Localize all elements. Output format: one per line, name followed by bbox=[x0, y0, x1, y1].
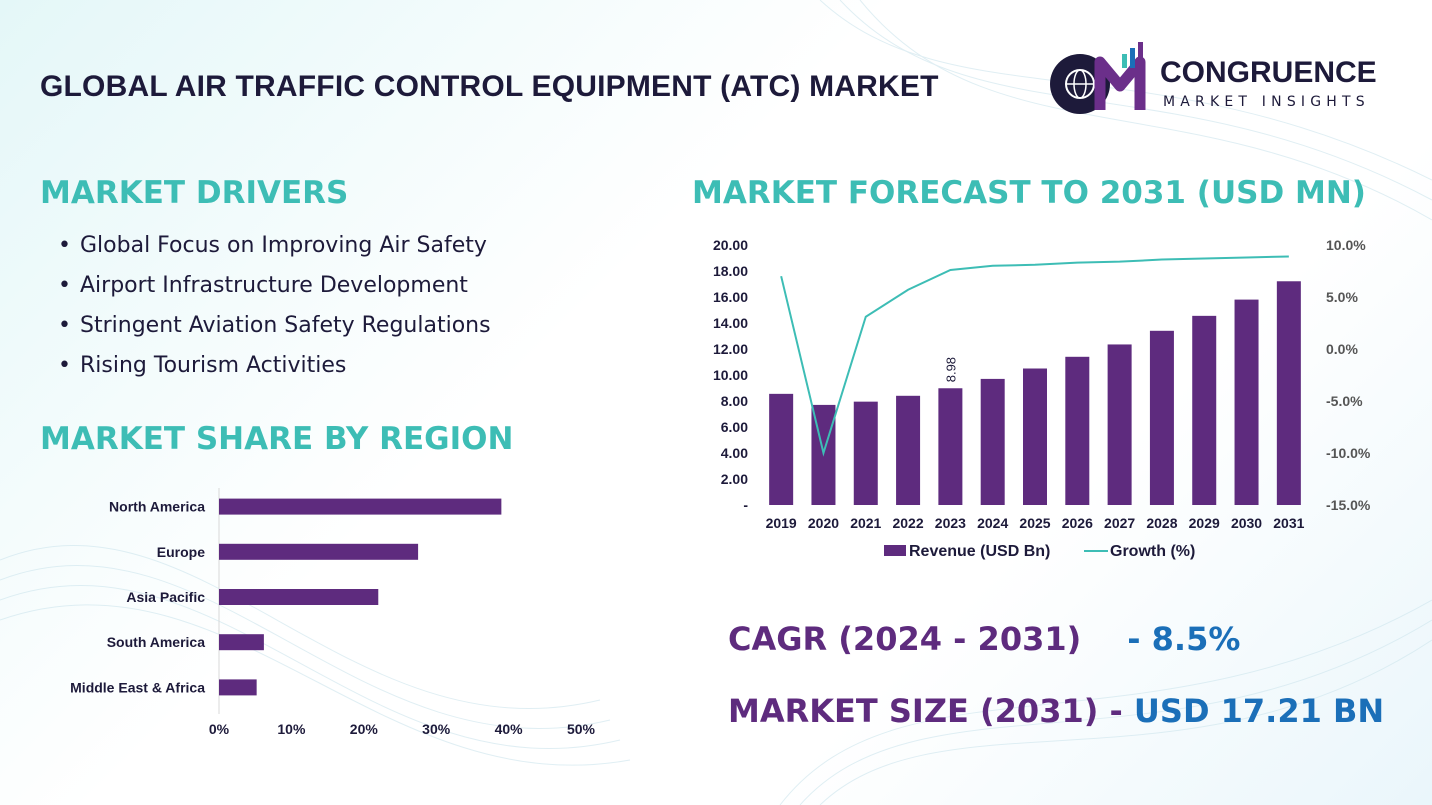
drivers-list: • Global Focus on Improving Air Safety • A… bbox=[58, 232, 491, 392]
region-label: Europe bbox=[157, 544, 205, 560]
region-label: Asia Pacific bbox=[126, 589, 205, 605]
y-right-tick-label: 5.0% bbox=[1326, 289, 1358, 305]
x-tick-label: 30% bbox=[422, 721, 451, 737]
y-right-tick-label: 0.0% bbox=[1326, 341, 1358, 357]
x-tick-label: 2029 bbox=[1189, 515, 1220, 531]
bar-data-label: 8.98 bbox=[943, 357, 958, 382]
size-label: MARKET SIZE (2031) bbox=[728, 692, 1099, 730]
driver-item: • Rising Tourism Activities bbox=[58, 353, 347, 378]
driver-item: • Global Focus on Improving Air Safety bbox=[58, 233, 487, 258]
revenue-bar bbox=[1234, 299, 1259, 505]
x-tick-label: 2027 bbox=[1104, 515, 1135, 531]
y-left-tick-label: 16.00 bbox=[713, 289, 748, 305]
drivers-heading: MARKET DRIVERS bbox=[40, 175, 349, 211]
y-left-tick-label: 14.00 bbox=[713, 315, 748, 331]
x-tick-label: 2024 bbox=[977, 515, 1008, 531]
y-right-tick-label: -5.0% bbox=[1326, 393, 1363, 409]
x-tick-label: 0% bbox=[209, 721, 230, 737]
cagr-line: CAGR (2024 - 2031) - 8.5% bbox=[728, 620, 1240, 658]
legend-revenue-label: Revenue (USD Bn) bbox=[909, 543, 1050, 560]
page-title: GLOBAL AIR TRAFFIC CONTROL EQUIPMENT (AT… bbox=[40, 70, 939, 103]
size-value: USD 17.21 BN bbox=[1133, 692, 1385, 730]
region-bar bbox=[219, 634, 264, 651]
revenue-bar bbox=[853, 401, 878, 505]
revenue-bar bbox=[1192, 315, 1217, 505]
forecast-chart: - 2.00 4.00 6.00 8.00 10.00 12.00 14.00 16.00 18.… bbox=[713, 237, 1371, 560]
y-left-tick-label: 20.00 bbox=[713, 237, 748, 253]
cagr-label: CAGR (2024 - 2031) bbox=[728, 620, 1082, 658]
x-tick-label: 2030 bbox=[1231, 515, 1262, 531]
revenue-bar bbox=[896, 395, 921, 505]
y-right-tick-label: -15.0% bbox=[1326, 497, 1371, 513]
region-bar bbox=[219, 543, 419, 560]
revenue-bar bbox=[938, 388, 963, 505]
y-left-tick-label: 8.00 bbox=[721, 393, 748, 409]
x-tick-label: 10% bbox=[277, 721, 306, 737]
x-tick-label: 2026 bbox=[1062, 515, 1093, 531]
region-label: North America bbox=[109, 499, 205, 515]
x-tick-label: 2020 bbox=[808, 515, 839, 531]
x-tick-label: 2023 bbox=[935, 515, 966, 531]
revenue-bar bbox=[1065, 356, 1090, 505]
x-tick-label: 2028 bbox=[1146, 515, 1177, 531]
revenue-bar bbox=[980, 378, 1005, 505]
x-tick-label: 2021 bbox=[850, 515, 881, 531]
region-label: South America bbox=[107, 634, 205, 650]
growth-line bbox=[780, 255, 1289, 457]
market-size-line: MARKET SIZE (2031) - USD 17.21 BN bbox=[728, 692, 1384, 730]
y-left-tick-label: 2.00 bbox=[721, 471, 748, 487]
x-tick-label: 20% bbox=[350, 721, 379, 737]
logo-name: CONGRUENCE bbox=[1160, 56, 1377, 89]
congruence-logo bbox=[1050, 42, 1146, 114]
region-heading: MARKET SHARE BY REGION bbox=[40, 421, 514, 457]
x-tick-label: 2025 bbox=[1019, 515, 1050, 531]
x-tick-label: 50% bbox=[567, 721, 596, 737]
region-bar bbox=[219, 589, 379, 605]
y-left-tick-label: 4.00 bbox=[721, 445, 748, 461]
y-left-tick-label: 10.00 bbox=[713, 367, 748, 383]
y-right-tick-label: 10.0% bbox=[1326, 237, 1366, 253]
region-bar bbox=[219, 679, 257, 696]
region-label: Middle East & Africa bbox=[70, 679, 205, 695]
x-tick-label: 2022 bbox=[892, 515, 923, 531]
y-right-tick-label: -10.0% bbox=[1326, 445, 1371, 461]
x-tick-label: 40% bbox=[495, 721, 524, 737]
y-left-tick-label: 18.00 bbox=[713, 263, 748, 279]
y-left-tick-label: 12.00 bbox=[713, 341, 748, 357]
revenue-bar bbox=[769, 393, 794, 505]
logo-subtitle: MARKET INSIGHTS bbox=[1163, 94, 1370, 110]
driver-item: • Stringent Aviation Safety Regulations bbox=[58, 313, 491, 338]
y-left-tick-label: 6.00 bbox=[721, 419, 748, 435]
region-bar bbox=[219, 498, 502, 515]
revenue-bar bbox=[1149, 330, 1174, 505]
y-left-tick-label: - bbox=[743, 497, 748, 513]
revenue-bar bbox=[1023, 368, 1047, 505]
revenue-bar bbox=[1107, 344, 1132, 505]
cagr-value: - 8.5% bbox=[1127, 620, 1241, 658]
revenue-bar bbox=[1276, 281, 1301, 505]
region-share-chart: North America Europe Asia Pacific South Ame… bbox=[70, 488, 596, 737]
x-tick-label: 2031 bbox=[1273, 515, 1304, 531]
x-tick-label: 2019 bbox=[766, 515, 797, 531]
legend-growth-label: Growth (%) bbox=[1110, 543, 1195, 560]
driver-item: • Airport Infrastructure Development bbox=[58, 273, 468, 298]
size-dash: - bbox=[1098, 692, 1134, 730]
forecast-heading: MARKET FORECAST TO 2031 (USD MN) bbox=[692, 175, 1366, 211]
legend-revenue-swatch bbox=[884, 545, 906, 556]
